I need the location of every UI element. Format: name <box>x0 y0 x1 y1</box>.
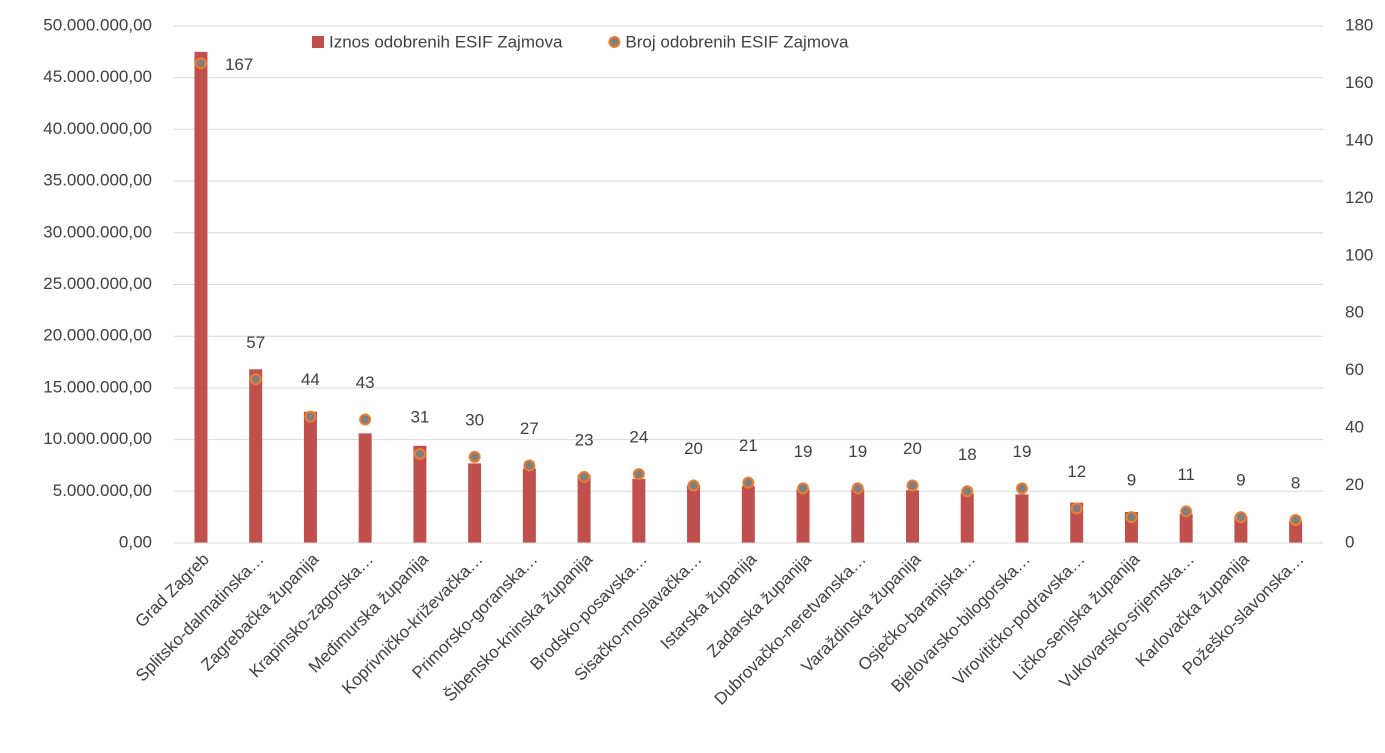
point <box>906 479 919 492</box>
y-tick-label: 30.000.000,00 <box>43 222 152 241</box>
bar <box>960 493 974 543</box>
point <box>359 413 372 426</box>
bar <box>906 490 919 543</box>
data-label: 44 <box>301 370 320 389</box>
data-label: 27 <box>520 419 539 438</box>
y-tick-label: 50.000.000,00 <box>43 15 152 34</box>
y-tick-label: 45.000.000,00 <box>43 67 152 86</box>
point <box>578 470 591 483</box>
y2-tick-label: 140 <box>1345 130 1373 149</box>
y-tick-label: 0,00 <box>119 532 152 551</box>
y2-tick-label: 160 <box>1345 73 1373 92</box>
bar <box>522 468 536 543</box>
y-tick-label: 20.000.000,00 <box>43 326 152 345</box>
data-label: 19 <box>794 442 813 461</box>
data-label: 24 <box>629 428 648 447</box>
bar <box>303 411 317 543</box>
data-label: 30 <box>465 410 484 429</box>
x-tick-label: Istarska županija <box>657 549 761 653</box>
y-tick-label: 15.000.000,00 <box>43 377 152 396</box>
y2-tick-label: 120 <box>1345 188 1373 207</box>
bar <box>358 433 372 543</box>
y-tick-label: 35.000.000,00 <box>43 171 152 190</box>
data-label: 11 <box>1177 465 1195 484</box>
data-label: 9 <box>1236 471 1245 490</box>
data-label: 20 <box>684 439 703 458</box>
point <box>249 373 262 386</box>
point <box>523 459 536 472</box>
bar <box>249 369 263 543</box>
legend-label: Broj odobrenih ESIF Zajmova <box>625 32 849 51</box>
y2-tick-label: 60 <box>1345 360 1364 379</box>
bar <box>796 489 810 543</box>
data-label: 19 <box>1013 442 1032 461</box>
bar <box>1179 514 1193 543</box>
data-label: 43 <box>356 373 375 392</box>
point <box>194 57 207 70</box>
bar <box>1234 516 1248 543</box>
y2-tick-label: 40 <box>1345 418 1364 437</box>
data-label: 23 <box>575 430 594 449</box>
data-label: 9 <box>1127 471 1136 490</box>
legend-swatch <box>312 36 324 48</box>
y-tick-label: 10.000.000,00 <box>43 429 152 448</box>
y-tick-label: 5.000.000,00 <box>53 481 152 500</box>
point <box>1234 511 1247 524</box>
data-label: 21 <box>739 436 758 455</box>
y-tick-label: 40.000.000,00 <box>43 119 152 138</box>
point <box>851 482 864 495</box>
bar <box>413 445 427 543</box>
y2-tick-label: 0 <box>1345 532 1354 551</box>
data-label: 167 <box>225 55 253 74</box>
point <box>468 450 481 463</box>
x-tick-label: Zadarska županija <box>703 549 815 661</box>
bar <box>687 485 701 543</box>
data-label: 18 <box>958 445 977 464</box>
y2-tick-label: 20 <box>1345 475 1364 494</box>
point <box>1180 505 1193 518</box>
point <box>742 476 755 489</box>
bar <box>851 489 865 543</box>
point <box>1289 514 1302 527</box>
data-label: 57 <box>246 333 265 352</box>
bar <box>194 51 208 543</box>
point <box>797 482 810 495</box>
point <box>304 410 317 423</box>
point <box>687 479 700 492</box>
bar <box>632 478 646 543</box>
point <box>961 485 974 498</box>
point <box>413 447 426 460</box>
y2-tick-label: 100 <box>1345 245 1373 264</box>
bar <box>1289 521 1303 543</box>
point <box>1070 502 1083 515</box>
y-tick-label: 25.000.000,00 <box>43 274 152 293</box>
point <box>1125 511 1138 524</box>
y2-tick-label: 80 <box>1345 303 1364 322</box>
point <box>632 468 645 481</box>
bar <box>468 463 482 543</box>
legend-label: Iznos odobrenih ESIF Zajmova <box>329 32 563 51</box>
bar <box>1015 494 1029 543</box>
bar <box>741 486 755 543</box>
data-label: 12 <box>1067 462 1086 481</box>
bar <box>577 474 591 543</box>
data-label: 31 <box>410 407 429 426</box>
data-label: 8 <box>1291 474 1300 493</box>
data-label: 20 <box>903 439 922 458</box>
point <box>1015 482 1028 495</box>
y2-tick-label: 180 <box>1345 15 1373 34</box>
legend-swatch <box>608 36 621 48</box>
data-label: 19 <box>848 442 867 461</box>
